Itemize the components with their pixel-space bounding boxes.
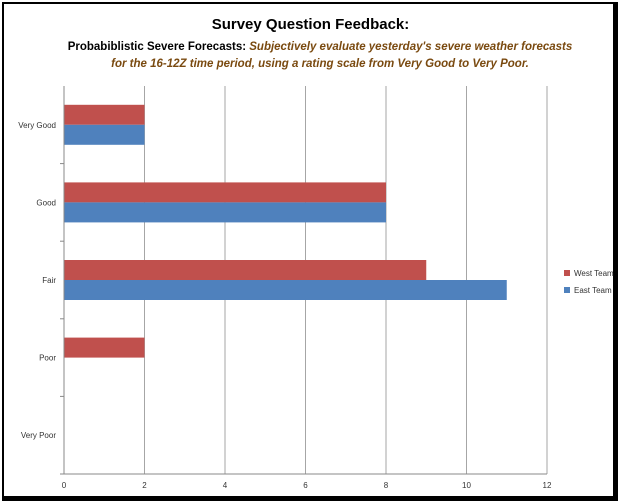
bar-west-team: [64, 337, 145, 358]
x-axis: 0 2 4 6 8 10 12: [62, 473, 552, 490]
legend-label: East Team: [574, 286, 612, 295]
y-axis: Very Good Good Fair Poor Very Poor: [18, 86, 65, 475]
y-tick-label: Very Good: [18, 121, 56, 130]
x-tick-label: 2: [142, 481, 147, 490]
y-tick-label: Good: [36, 198, 56, 207]
x-tick-label: 8: [384, 481, 389, 490]
x-tick-label: 12: [543, 481, 552, 490]
bars: [64, 104, 507, 358]
legend-swatch: [564, 287, 570, 293]
x-tick-label: 4: [223, 481, 228, 490]
subtitle-description: Subjectively evaluate yesterday's severe…: [111, 41, 573, 70]
x-tick-label: 0: [62, 481, 67, 490]
bar-west-team: [64, 104, 145, 125]
legend-swatch: [564, 270, 570, 276]
bar-east-team: [64, 280, 507, 300]
y-tick-label: Poor: [39, 354, 56, 363]
x-tick-label: 6: [303, 481, 308, 490]
chart-title: Survey Question Feedback:: [211, 16, 410, 33]
x-tick-label: 10: [462, 481, 471, 490]
y-tick-label: Fair: [42, 276, 56, 285]
bar-east-team: [64, 202, 386, 223]
bar-west-team: [64, 260, 427, 280]
y-tick-label: Very Poor: [21, 431, 56, 440]
bar-west-team: [64, 182, 386, 203]
bar-east-team: [64, 124, 145, 145]
subtitle-lead: Probabiblistic Severe Forecasts:: [67, 41, 247, 53]
legend: West Team East Team: [564, 269, 614, 295]
legend-label: West Team: [574, 269, 614, 278]
chart-subtitle: Probabiblistic Severe Forecasts: Subject…: [60, 39, 580, 73]
